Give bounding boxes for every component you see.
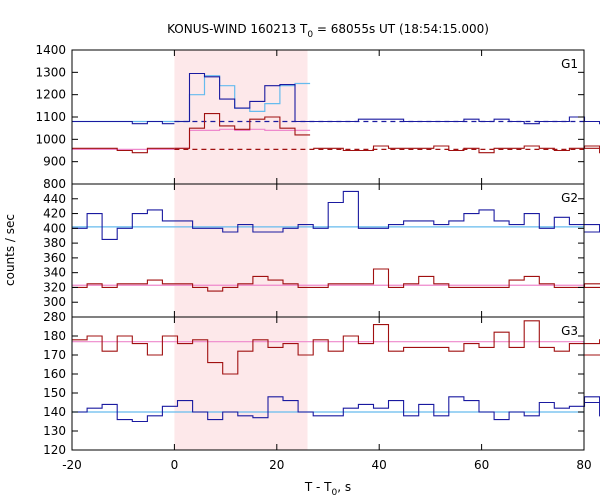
y-tick-label: 380 (43, 236, 66, 250)
y-tick-label: 800 (43, 177, 66, 191)
count-history-pre (72, 120, 175, 125)
panel-g2 (72, 190, 600, 292)
count-history (72, 190, 600, 240)
highlight-interval (174, 50, 308, 450)
panel-g3 (72, 320, 600, 423)
x-tick-label: 80 (576, 458, 591, 472)
panel-g1 (72, 72, 600, 154)
panel-label: G1 (561, 57, 578, 71)
y-tick-label: 140 (43, 405, 66, 419)
y-tick-label: 320 (43, 280, 66, 294)
count-history-post (313, 116, 600, 125)
y-tick-label: 120 (43, 443, 66, 457)
x-tick-label: 60 (474, 458, 489, 472)
count-history-post (313, 145, 600, 154)
y-tick-label: 900 (43, 155, 66, 169)
series-layer (72, 72, 600, 423)
count-history (72, 320, 600, 375)
y-tick-label: 340 (43, 266, 66, 280)
y-tick-label: 130 (43, 424, 66, 438)
y-axis-title: counts / sec (3, 214, 17, 286)
y-tick-label: 1000 (35, 132, 66, 146)
burst-smoothed-history (174, 128, 311, 149)
highlight-interval-layer (174, 50, 308, 450)
y-tick-label: 1100 (35, 110, 66, 124)
x-tick-label: 20 (269, 458, 284, 472)
y-tick-label: 160 (43, 367, 66, 381)
burst-count-history (174, 113, 311, 149)
y-tick-label: 180 (43, 329, 66, 343)
x-axis-title: T - T0, s (304, 480, 351, 498)
panel-label: G2 (561, 191, 578, 205)
axis-layer: 80090010001100120013001400G1280300320340… (35, 43, 591, 472)
y-tick-label: 150 (43, 386, 66, 400)
y-tick-label: 1300 (35, 65, 66, 79)
count-history (72, 268, 600, 292)
y-tick-label: 280 (43, 310, 66, 324)
y-tick-label: 1400 (35, 43, 66, 57)
y-tick-label: 440 (43, 192, 66, 206)
panel-label: G3 (561, 324, 578, 338)
x-tick-label: 0 (171, 458, 179, 472)
y-tick-label: 400 (43, 221, 66, 235)
x-tick-label: -20 (62, 458, 82, 472)
count-history-pre (72, 147, 175, 154)
x-tick-label: 40 (372, 458, 387, 472)
panel-frame (71, 49, 585, 185)
y-tick-label: 300 (43, 295, 66, 309)
chart-title: KONUS-WIND 160213 T0 = 68055s UT (18:54:… (167, 22, 489, 40)
y-tick-label: 170 (43, 348, 66, 362)
panel-frame (71, 316, 585, 451)
burst-count-history (174, 72, 311, 123)
y-tick-label: 420 (43, 207, 66, 221)
y-tick-label: 360 (43, 251, 66, 265)
count-history (72, 396, 600, 423)
y-tick-label: 1200 (35, 88, 66, 102)
